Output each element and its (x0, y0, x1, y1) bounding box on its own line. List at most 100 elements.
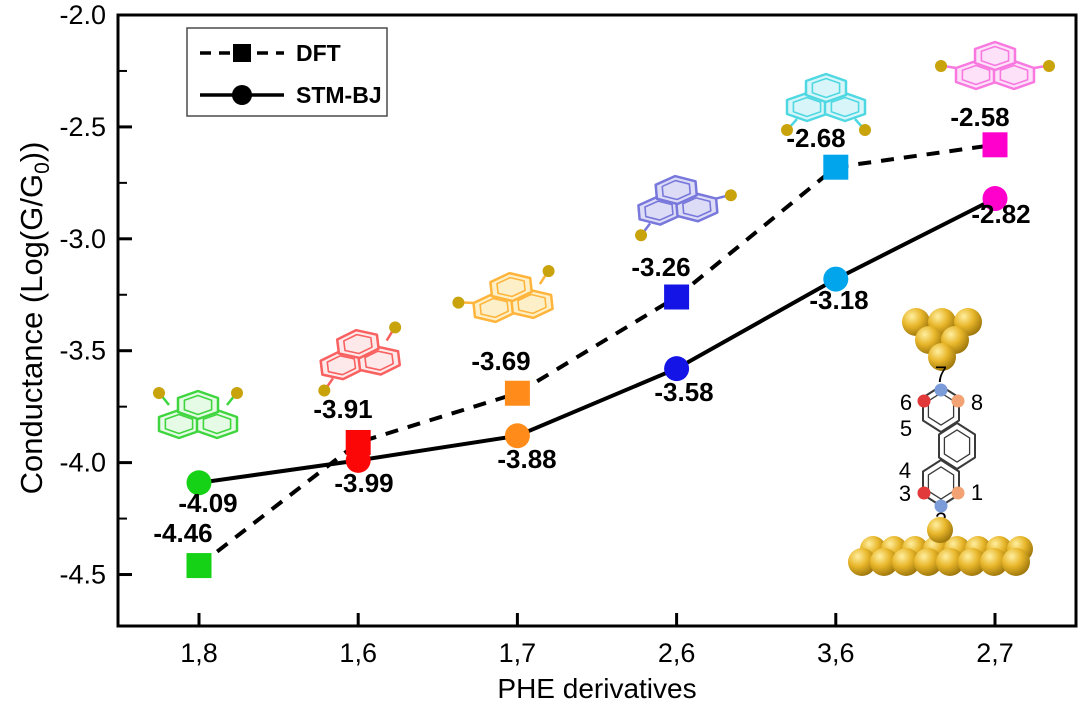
data-series-layer (186, 132, 1008, 579)
sme-dot (389, 321, 402, 334)
dft-value-label-1: -3.91 (313, 394, 372, 424)
stmbj-marker-1 (345, 447, 371, 473)
sme-dot (452, 296, 465, 309)
benzene-ring-inner (164, 413, 194, 435)
molecule-1-6 (318, 321, 402, 397)
gold-tip-atom (928, 343, 956, 371)
inset-atom-dot-6 (917, 394, 931, 408)
dft-marker-2 (504, 380, 530, 406)
x-tick-label: 1,6 (339, 638, 377, 668)
dft-value-label-2: -3.69 (471, 346, 530, 376)
x-tick-label: 2,7 (976, 638, 1014, 668)
dft-marker-5 (982, 132, 1008, 158)
x-tick-label: 1,8 (180, 638, 218, 668)
stmbj-marker-4 (823, 266, 849, 292)
sme-dot (724, 189, 737, 202)
y-tick-label: -4.5 (59, 560, 106, 590)
benzene-ring-inner (496, 276, 526, 298)
molecule-1-7 (452, 265, 555, 324)
benzene-ring-inner (343, 333, 373, 355)
benzene-ring-inner (326, 355, 357, 376)
inset-position-number-7: 7 (935, 362, 947, 387)
molecule-3-6 (781, 72, 871, 136)
stmbj-line (198, 196, 996, 485)
gold-surface-atom (980, 548, 1008, 576)
y-tick-label: -3.0 (59, 224, 106, 254)
sme-dot (1043, 60, 1055, 72)
legend-dft-marker-icon (233, 44, 251, 62)
inset-atom-dot-1 (951, 486, 965, 500)
x-tick-label: 3,6 (817, 638, 855, 668)
sme-dot (781, 124, 793, 136)
benzene-ring-inner (661, 179, 691, 201)
benzene-ring-inner (479, 297, 509, 319)
benzene-ring (176, 389, 220, 421)
benzene-ring-inner (961, 64, 991, 86)
y-tick-label: -2.0 (59, 0, 106, 30)
stmbj-value-label-5: -2.82 (971, 199, 1030, 229)
dft-value-label-5: -2.58 (950, 102, 1009, 132)
stmbj-value-label-3: -3.58 (654, 377, 713, 407)
molecules-layer (153, 40, 1055, 440)
gold-surface-atom (870, 548, 898, 576)
y-axis-label-close: )) (14, 142, 49, 163)
sme-dot (153, 387, 165, 399)
benzene-ring (973, 40, 1017, 72)
inset-atom-dot-2 (934, 499, 948, 513)
gold-surface-atom (936, 548, 964, 576)
legend-stmbj-label: STM-BJ (296, 82, 382, 108)
dft-marker-0 (186, 553, 212, 579)
legend: DFT STM-BJ (186, 27, 388, 117)
y-axis-label-subscript: 0 (31, 162, 54, 174)
stmbj-marker-5 (982, 186, 1008, 212)
stmbj-value-label-1: -3.99 (334, 468, 393, 498)
inset-atom-dot-7 (934, 383, 948, 397)
benzene-ring-inner (644, 200, 674, 221)
benzene-ring-inner (830, 96, 860, 118)
dft-value-label-3: -3.26 (631, 252, 690, 282)
x-axis-label: PHE derivatives (497, 673, 696, 704)
x-tick-label: 1,7 (499, 638, 537, 668)
dft-marker-3 (664, 284, 690, 310)
benzene-ring-inner (792, 96, 822, 118)
sme-dot (635, 229, 648, 242)
gold-surface-atom (958, 548, 986, 576)
sme-dot (542, 265, 555, 278)
stmbj-value-label-4: -3.18 (809, 285, 868, 315)
benzene-ring-inner (517, 293, 547, 315)
molecule-1-8 (153, 387, 243, 440)
dft-line (197, 142, 996, 568)
junction-inset: 76854312 (848, 308, 1033, 576)
inset-position-number-1: 1 (971, 480, 983, 505)
inset-position-number-5: 5 (900, 416, 912, 441)
inset-ring-inner (943, 429, 971, 463)
plot-frame (116, 13, 1078, 628)
legend-stmbj-marker-icon (232, 85, 252, 105)
gold-surface-atom (1002, 548, 1030, 576)
inset-ring (938, 422, 976, 470)
y-tick-label: -2.5 (59, 112, 106, 142)
molecule-2-6 (635, 174, 737, 242)
stmbj-value-label-2: -3.88 (497, 444, 556, 474)
x-tick-label: 2,6 (658, 638, 696, 668)
benzene-ring-inner (202, 413, 232, 435)
benzene-ring-inner (980, 45, 1010, 67)
dft-value-label-0: -4.46 (153, 518, 212, 548)
y-tick-label: -3.5 (59, 336, 106, 366)
gold-surface-atom (914, 548, 942, 576)
inset-atom-dot-3 (917, 486, 931, 500)
inset-position-number-3: 3 (899, 481, 911, 506)
y-axis-label: Conductance (Log(G/G0)) (14, 142, 54, 495)
molecule-2-7 (935, 40, 1055, 91)
value-labels-layer: -4.46 -3.91 -3.69 -3.26 -2.68 -2.58 -4.09 -3.99… (153, 102, 1030, 548)
gold-surface-atom (892, 548, 920, 576)
legend-dft-label: DFT (296, 40, 341, 66)
gold-adatom (927, 517, 953, 543)
stmbj-marker-3 (664, 356, 690, 382)
benzene-ring-inner (811, 77, 841, 99)
inset-position-number-4: 4 (899, 458, 911, 483)
benzene-ring-inner (999, 64, 1029, 86)
sme-dot (859, 124, 871, 136)
dft-value-label-4: -2.68 (786, 123, 845, 153)
